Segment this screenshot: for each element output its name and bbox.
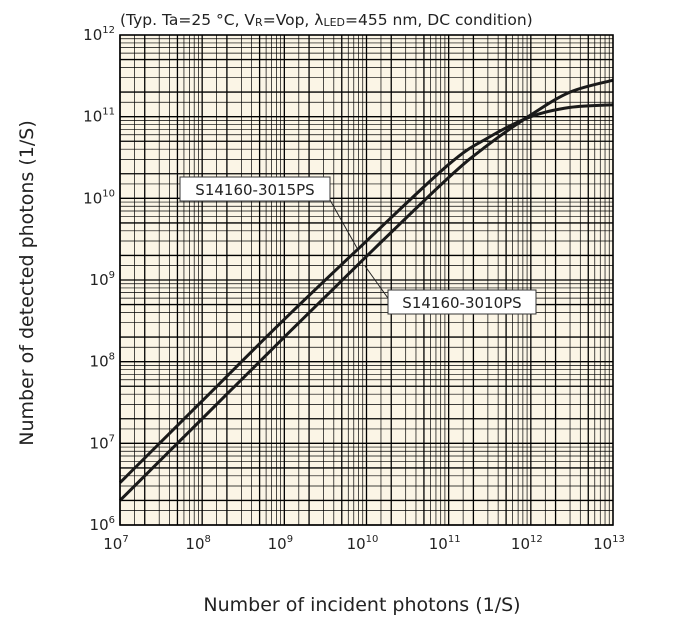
x-tick-label: 1013 <box>593 534 625 553</box>
series-1-line <box>118 103 614 484</box>
x-tick-label: 1010 <box>347 534 379 553</box>
y-tick-label: 1011 <box>83 107 115 126</box>
x-tick-label: 107 <box>103 534 128 553</box>
x-tick-label: 108 <box>185 534 210 553</box>
x-tick-label: 1012 <box>511 534 543 553</box>
x-tick-label: 109 <box>268 534 293 553</box>
series-1-label: S14160-3015PS <box>195 181 314 199</box>
condition-note: (Typ. Ta=25 °C, VR=Vop, λLED=455 nm, DC … <box>120 11 533 29</box>
y-tick-label: 1012 <box>83 25 115 44</box>
x-tick-labels: 107 108 109 1010 1011 1012 1013 <box>103 534 625 553</box>
y-tick-label: 107 <box>90 433 115 452</box>
x-tick-label: 1011 <box>429 534 461 553</box>
x-axis-label: Number of incident photons (1/S) <box>203 594 520 616</box>
series-2-leader <box>364 265 391 302</box>
y-tick-label: 1010 <box>83 188 115 207</box>
y-tick-label: 106 <box>90 515 115 534</box>
curves <box>118 78 614 502</box>
y-tick-labels: 106 107 108 109 1010 1011 1012 <box>83 25 115 534</box>
series-1-leader <box>329 199 358 249</box>
series-2-label: S14160-3010PS <box>402 294 521 312</box>
y-tick-label: 109 <box>90 270 115 289</box>
y-tick-label: 108 <box>90 352 115 371</box>
plot-frame <box>119 34 614 526</box>
series-1-label-box <box>179 176 331 202</box>
series-2-line <box>118 78 614 502</box>
series-2-label-box <box>387 289 537 315</box>
y-axis-label: Number of detected photons (1/S) <box>16 120 38 445</box>
